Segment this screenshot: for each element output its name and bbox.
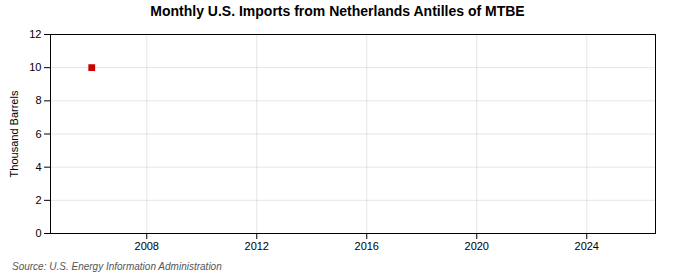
svg-text:Thousand Barrels: Thousand Barrels	[8, 90, 20, 177]
svg-text:2020: 2020	[465, 240, 489, 252]
svg-text:10: 10	[29, 61, 41, 73]
svg-text:2024: 2024	[575, 240, 599, 252]
html-text:Monthly U.S. Imports from Neth: Monthly U.S. Imports from Netherlands An…	[150, 3, 525, 19]
svg-text:2012: 2012	[245, 240, 269, 252]
svg-text:2016: 2016	[355, 240, 379, 252]
svg-text:8: 8	[35, 94, 41, 106]
svg-text:6: 6	[35, 128, 41, 140]
html-text:Source: U.S. Energy Informatio: Source: U.S. Energy Information Administ…	[12, 261, 222, 272]
svg-text:4: 4	[35, 161, 41, 173]
svg-text:2008: 2008	[135, 240, 159, 252]
svg-text:2: 2	[35, 194, 41, 206]
svg-text:12: 12	[29, 28, 41, 40]
svg-text:0: 0	[35, 227, 41, 239]
